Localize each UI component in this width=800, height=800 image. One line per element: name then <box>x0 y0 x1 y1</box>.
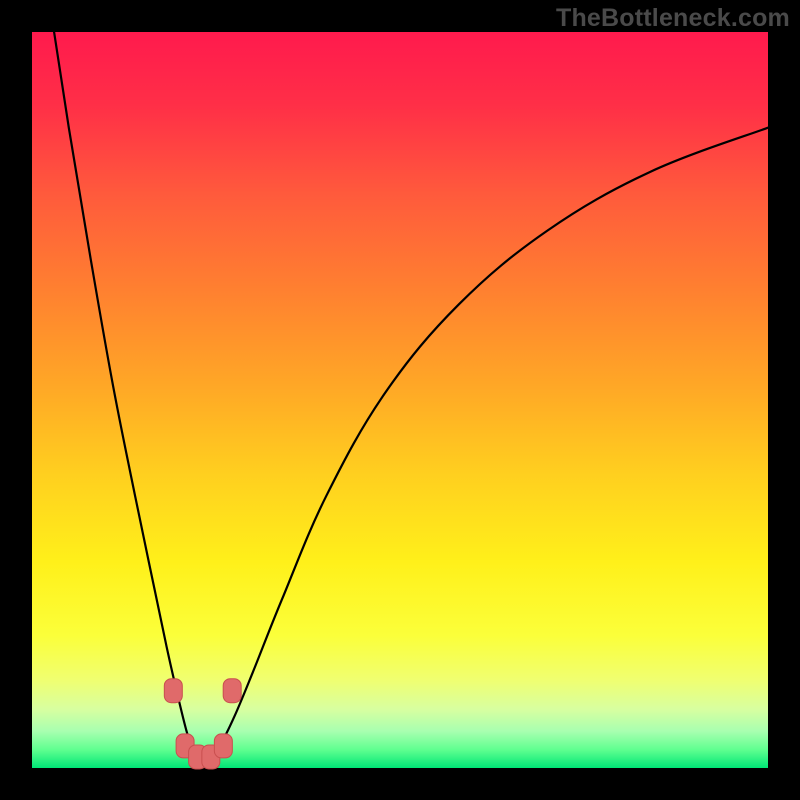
curve-marker <box>223 679 241 703</box>
bottleneck-chart <box>0 0 800 800</box>
gradient-background <box>32 32 768 768</box>
curve-marker <box>214 734 232 758</box>
curve-marker <box>164 679 182 703</box>
